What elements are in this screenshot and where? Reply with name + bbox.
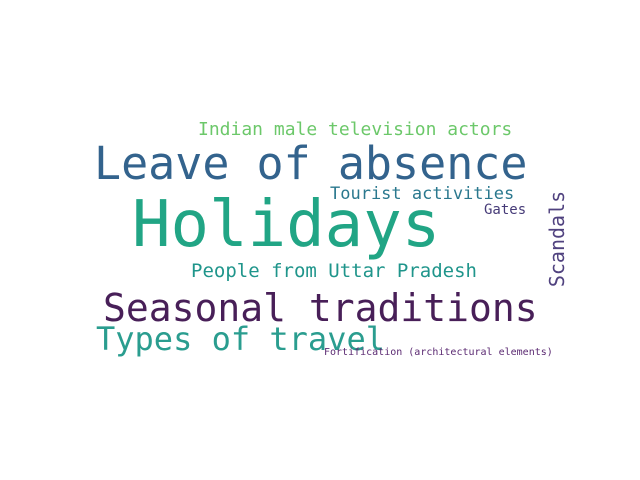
word-holidays: Holidays	[132, 188, 441, 262]
word-people-from-uttar-pradesh: People from Uttar Pradesh	[191, 260, 477, 282]
word-scandals: Scandals	[545, 190, 569, 288]
word-fortification-architectural-elements: Fortification (architectural elements)	[324, 347, 553, 358]
word-indian-male-television-actors: Indian male television actors	[198, 119, 513, 140]
word-types-of-travel: Types of travel	[96, 320, 385, 358]
word-seasonal-traditions: Seasonal traditions	[103, 286, 538, 330]
word-leave-of-absence: Leave of absence	[94, 137, 528, 190]
word-tourist-activities: Tourist activities	[330, 184, 515, 204]
word-gates: Gates	[484, 202, 527, 218]
